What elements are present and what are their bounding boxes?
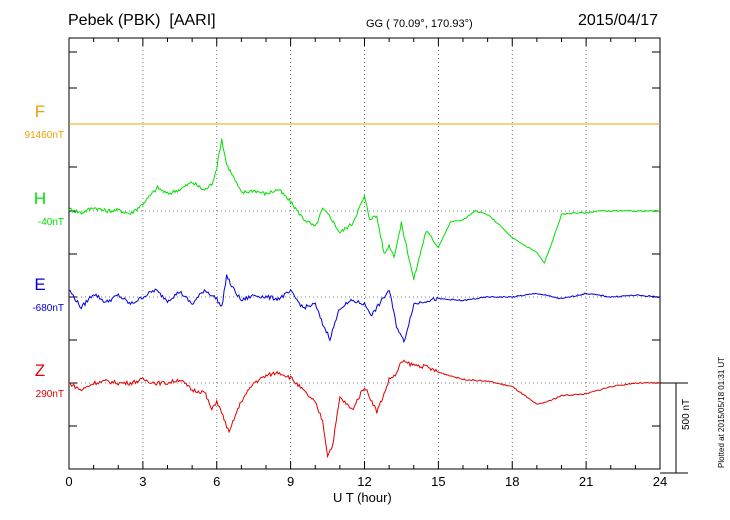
grid-lines: [69, 38, 660, 469]
x-tick-label: 9: [287, 474, 295, 489]
station-org: [AARI]: [169, 12, 216, 29]
series-line-h: [68, 138, 661, 280]
x-tick-label: 15: [431, 474, 446, 489]
station-title: Pebek (PBK) [AARI]: [68, 12, 216, 30]
series-name-f: F: [34, 102, 46, 121]
series-name-e: E: [34, 275, 46, 294]
station-coords: GG ( 70.09°, 170.93°): [366, 18, 473, 30]
x-tick-label: 24: [652, 474, 668, 489]
series-name-z: Z: [34, 361, 46, 380]
series-name-h: H: [33, 189, 47, 208]
scale-bar-label: 500 nT: [681, 398, 692, 430]
x-tick-label: 0: [65, 474, 73, 489]
x-tick-label: 3: [139, 474, 147, 489]
x-tick-label: 6: [213, 474, 221, 489]
axis-ticks: [68, 38, 661, 469]
series-baseline-h: -40nT: [37, 217, 64, 228]
series-line-e: [68, 274, 661, 344]
x-tick-label: 18: [505, 474, 520, 489]
series-baseline-z: 290nT: [35, 389, 64, 400]
series-lines: [68, 123, 661, 459]
series-line-z: [68, 359, 661, 459]
x-tick-label: 21: [578, 474, 594, 489]
series-baseline-f: 91460nT: [24, 130, 64, 141]
plotted-timestamp: Plotted at 2015/05/18 01:31 UT: [717, 356, 726, 468]
date-label: 2015/04/17: [578, 12, 659, 29]
station-name: Pebek (PBK): [68, 12, 161, 29]
x-tick-label: 12: [357, 474, 372, 489]
scale-bar: [660, 382, 688, 474]
series-baseline-e: -680nT: [32, 303, 64, 314]
